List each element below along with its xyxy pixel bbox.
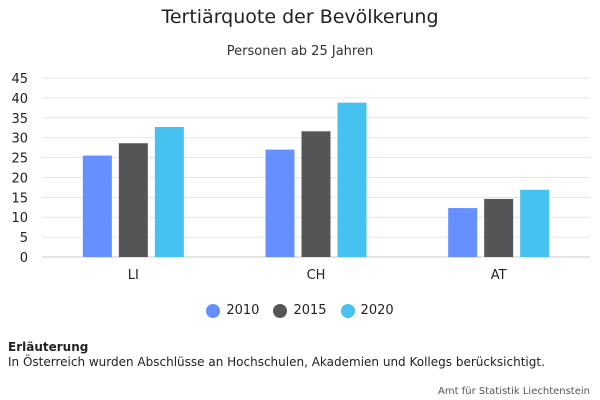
x-tick-label: LI [128,268,139,283]
bar-CH-2015[interactable] [301,131,331,257]
x-tick-label: AT [491,268,507,283]
bar-AT-2010[interactable] [448,208,478,257]
chart-subtitle: Personen ab 25 Jahren [226,44,374,59]
y-tick-label: 35 [11,112,28,127]
bar-chart: 0 5 10 15 20 25 30 35 40 45 LI CH AT [11,72,590,283]
legend-swatch [206,303,221,318]
legend-item-2015[interactable]: 2015 [273,303,327,318]
bar-LI-2015[interactable] [118,143,148,257]
legend-item-2010[interactable]: 2010 [206,303,259,318]
y-tick-label: 40 [11,92,28,107]
legend-swatch [340,303,355,318]
legend-swatch [273,303,288,318]
legend-label: 2020 [360,303,394,318]
legend-item-2020[interactable]: 2020 [340,303,394,318]
note-text: In Österreich wurden Abschlüsse an Hochs… [8,355,545,369]
bar-CH-2020[interactable] [337,102,367,257]
legend: 2010 2015 2020 [0,303,600,318]
y-tick-label: 20 [11,171,28,186]
y-tick-label: 25 [11,152,28,167]
legend-label: 2010 [226,303,260,318]
y-tick-label: 10 [11,211,28,226]
source-credit: Amt für Statistik Liechtenstein [438,386,590,397]
bar-CH-2010[interactable] [265,149,295,257]
y-tick-label: 45 [11,72,28,87]
note-title: Erläuterung [8,340,89,354]
bar-AT-2020[interactable] [520,189,550,257]
x-tick-label: CH [307,268,326,283]
bar-LI-2010[interactable] [82,155,112,257]
bar-AT-2015[interactable] [484,198,514,257]
y-tick-label: 30 [11,132,28,147]
chart-title: Tertiärquote der Bevölkerung [161,6,439,28]
bar-LI-2020[interactable] [154,126,184,257]
y-tick-label: 0 [20,251,28,266]
legend-label: 2015 [293,303,327,318]
y-tick-label: 5 [20,231,28,246]
y-tick-label: 15 [11,191,28,206]
